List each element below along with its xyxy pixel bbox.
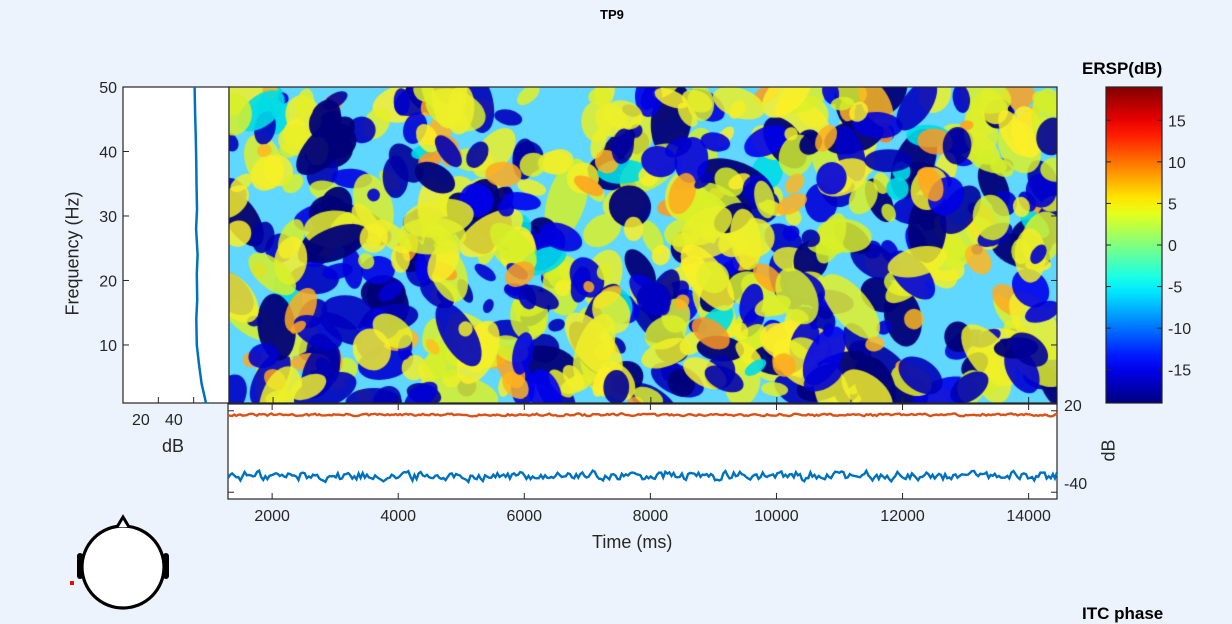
ersp-heatmap-panel xyxy=(228,86,1058,404)
colorbar-tick-label: 10 xyxy=(1168,155,1186,172)
nose-shape xyxy=(115,514,131,528)
colorbar-tick-label: 5 xyxy=(1168,196,1177,213)
baseline-spectrum-line xyxy=(193,86,208,404)
y-tick-label: 50 xyxy=(99,80,117,97)
spectrum-xtick-label: 20 xyxy=(132,412,150,429)
x-tick-label: 8000 xyxy=(633,508,669,525)
x-tick-label: 4000 xyxy=(380,508,416,525)
colorbar: 15 10 5 0 -5 -10 -15 xyxy=(1105,86,1191,404)
colorbar-tick-label: -5 xyxy=(1168,280,1182,297)
envelope-ytick-label: 20 xyxy=(1064,398,1082,415)
colorbar-tick-label: -10 xyxy=(1168,321,1191,338)
y-tick-label: 10 xyxy=(99,338,117,355)
spectrum-x-axis-label: dB xyxy=(162,436,185,456)
right-ear-shape xyxy=(163,553,169,579)
envelope-y-axis-label: dB xyxy=(1098,439,1119,462)
ersp-heatmap-image xyxy=(229,87,1057,403)
colorbar-title: ERSP(dB) xyxy=(1082,59,1163,78)
x-tick-label: 10000 xyxy=(754,508,799,525)
y-tick-label: 30 xyxy=(99,209,117,226)
figure-title: TP9 xyxy=(600,7,624,22)
baseline-spectrum-panel: 10 20 30 40 50 xyxy=(99,80,230,404)
envelope-line-lower xyxy=(227,468,1059,485)
electrode-marker-icon xyxy=(70,581,74,585)
envelope-line-upper xyxy=(227,412,1058,418)
x-tick-label: 6000 xyxy=(506,508,542,525)
y-tick-label: 20 xyxy=(99,273,117,290)
envelope-ytick-label: -40 xyxy=(1064,476,1088,493)
spectrum-xtick-label: 40 xyxy=(165,412,183,429)
y-axis-label: Frequency (Hz) xyxy=(62,191,83,316)
x-tick-label: 12000 xyxy=(880,508,925,525)
envelope-frame xyxy=(227,403,1058,500)
x-axis-label: Time (ms) xyxy=(592,532,673,552)
colorbar-tick-label: 15 xyxy=(1168,113,1186,130)
scalp-head-icon xyxy=(70,514,169,610)
itc-phase-title: ITC phase xyxy=(1082,604,1164,623)
x-tick-label: 14000 xyxy=(1006,508,1051,525)
head-outline xyxy=(80,524,166,610)
y-tick-label: 40 xyxy=(99,144,117,161)
colorbar-tick-label: 0 xyxy=(1168,238,1177,255)
left-ear-shape xyxy=(77,553,83,579)
ersp-envelope-panel: 2000 4000 6000 8000 10000 12000 14000 xyxy=(227,403,1059,525)
ersp-frame xyxy=(228,86,1058,404)
spectrum-frame xyxy=(122,86,230,404)
x-tick-label: 2000 xyxy=(254,508,290,525)
colorbar-tick-label: -15 xyxy=(1168,363,1191,380)
colorbar-gradient xyxy=(1105,86,1163,404)
